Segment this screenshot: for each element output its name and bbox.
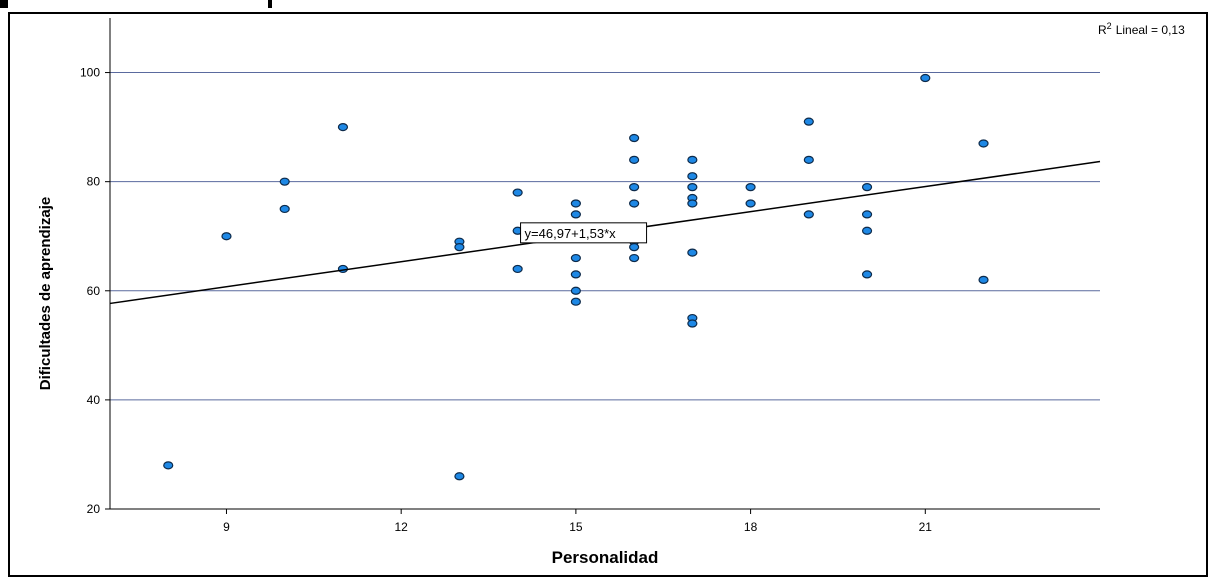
y-axis-label: Dificultades de aprendizaje <box>37 197 54 390</box>
data-point-39 <box>861 210 873 219</box>
fit-equation-box <box>520 222 648 244</box>
r2-prefix: R <box>1098 23 1107 37</box>
cropped-caption-fragment-left <box>0 0 8 8</box>
data-point-2 <box>279 177 290 186</box>
data-point-13 <box>570 210 581 219</box>
data-point-4 <box>337 123 349 132</box>
data-point-35 <box>803 117 814 126</box>
data-point-44 <box>978 275 989 284</box>
x-axis-label: Personalidad <box>552 548 659 567</box>
y-tick-label-20: 20 <box>87 502 101 516</box>
data-point-8 <box>454 472 465 481</box>
y-tick-label-60: 60 <box>87 284 101 298</box>
fit-equation-label: y=46,97+1,53*x <box>525 226 617 241</box>
data-point-1 <box>221 232 232 241</box>
data-point-24 <box>629 253 640 263</box>
x-tick-label-12: 12 <box>394 520 408 534</box>
y-tick-label-100: 100 <box>80 66 100 80</box>
grid-lines <box>110 72 1100 401</box>
data-point-16 <box>570 286 581 295</box>
x-tick-label-18: 18 <box>744 520 758 534</box>
data-point-18 <box>629 133 640 143</box>
data-point-0 <box>163 461 174 470</box>
data-point-41 <box>861 270 873 279</box>
data-point-14 <box>570 253 581 263</box>
data-point-25 <box>687 155 698 164</box>
data-point-15 <box>570 270 581 279</box>
data-point-32 <box>687 319 698 328</box>
r2-value: Lineal = 0,13 <box>1116 23 1185 37</box>
data-points <box>163 73 989 481</box>
data-point-12 <box>570 199 581 208</box>
r2-annotation: R2 Lineal = 0,13 <box>1098 21 1185 37</box>
y-tick-label-80: 80 <box>87 175 101 189</box>
data-point-7 <box>454 243 465 252</box>
y-tick-labels: 20 40 60 80 100 <box>80 66 100 516</box>
data-point-20 <box>629 183 640 192</box>
data-point-26 <box>687 172 698 181</box>
data-point-9 <box>512 188 523 197</box>
cropped-caption-fragment-mid <box>268 0 272 8</box>
x-tick-label-9: 9 <box>223 520 230 534</box>
x-tick-label-21: 21 <box>919 520 933 534</box>
data-point-11 <box>512 264 523 274</box>
axes <box>105 18 1100 514</box>
scatter-chart: 20 40 60 80 100 9 12 15 18 21 y=46,97+1,53*x Per… <box>37 18 1185 567</box>
chart-frame: 20 40 60 80 100 9 12 15 18 21 y=46,97+1,53*x Per… <box>8 12 1208 577</box>
data-point-27 <box>687 183 698 192</box>
data-point-30 <box>687 248 698 257</box>
x-tick-labels: 9 12 15 18 21 <box>223 520 932 534</box>
data-point-37 <box>803 210 814 219</box>
data-point-33 <box>745 183 756 192</box>
data-point-42 <box>920 73 931 83</box>
data-point-34 <box>745 199 756 208</box>
data-point-40 <box>861 226 873 235</box>
x-tick-label-15: 15 <box>569 520 583 534</box>
data-point-3 <box>279 204 290 214</box>
data-point-19 <box>629 155 640 164</box>
fit-line-group: y=46,97+1,53*x <box>109 160 1101 305</box>
data-point-43 <box>978 139 989 148</box>
data-point-17 <box>570 297 581 306</box>
data-point-36 <box>803 155 814 164</box>
data-point-23 <box>629 243 640 252</box>
y-tick-label-40: 40 <box>87 393 101 407</box>
data-point-29 <box>687 199 698 208</box>
r2-superscript: 2 <box>1107 21 1112 31</box>
data-point-21 <box>629 199 640 208</box>
data-point-38 <box>861 183 873 192</box>
